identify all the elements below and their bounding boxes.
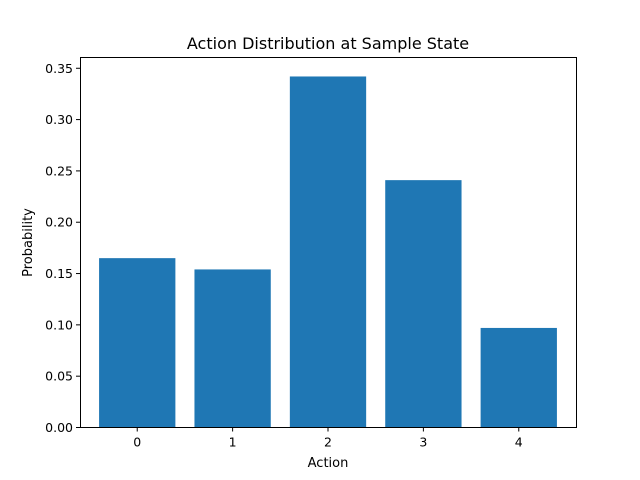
x-axis: 0 1 2 3 4: [133, 427, 523, 450]
bar-action-1: [194, 269, 271, 428]
x-tick-label: 1: [229, 435, 237, 450]
chart-title: Action Distribution at Sample State: [187, 34, 469, 53]
bars-group: [99, 76, 557, 428]
y-tick-label: 0.35: [45, 61, 73, 76]
bar-action-3: [385, 180, 462, 428]
y-tick-label: 0.10: [45, 317, 73, 332]
x-tick-label: 4: [515, 435, 523, 450]
y-tick-label: 0.00: [45, 420, 73, 435]
x-tick-label: 3: [419, 435, 427, 450]
bar-action-4: [480, 327, 557, 428]
x-tick-label: 2: [324, 435, 332, 450]
bar-action-2: [289, 76, 367, 428]
bar-action-0: [99, 258, 176, 428]
y-tick-label: 0.15: [45, 266, 73, 281]
y-axis: 0.00 0.05 0.10 0.15 0.20 0.25 0.30 0.35: [45, 61, 80, 435]
y-tick-label: 0.20: [45, 215, 73, 230]
x-tick-label: 0: [133, 435, 141, 450]
y-tick-label: 0.05: [45, 369, 73, 384]
y-tick-label: 0.25: [45, 163, 73, 178]
x-axis-title: Action: [308, 456, 349, 471]
y-axis-title: Probability: [21, 208, 36, 277]
plot-frame: [80, 57, 577, 428]
y-tick-label: 0.30: [45, 112, 73, 127]
